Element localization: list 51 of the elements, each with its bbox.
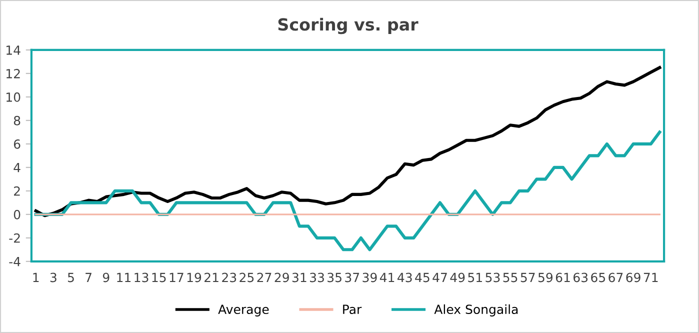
x-tick-label: 69 <box>626 272 640 282</box>
x-tick-label: 71 <box>644 272 658 282</box>
x-tick-label: 5 <box>68 272 74 282</box>
x-tick-label: 9 <box>102 272 110 282</box>
x-tick-label: 35 <box>328 272 342 282</box>
y-tick-label: -2 <box>9 233 20 243</box>
x-tick-label: 39 <box>362 272 377 282</box>
chart-title: Scoring vs. par <box>278 18 418 34</box>
y-tick-label: 2 <box>14 186 20 196</box>
y-tick-label: 0 <box>14 210 20 220</box>
y-tick-label: 14 <box>6 46 20 55</box>
legend-label: Par <box>343 304 362 314</box>
x-tick-label: 49 <box>450 272 465 282</box>
legend-label: Alex Songaila <box>434 304 518 316</box>
x-tick-label: 25 <box>240 272 254 282</box>
x-tick-label: 31 <box>292 272 306 282</box>
y-tick-label: 4 <box>14 163 20 172</box>
legend-label: Average <box>218 304 269 316</box>
y-tick-label: 10 <box>6 92 20 102</box>
x-tick-label: 23 <box>222 272 236 282</box>
x-tick-label: 43 <box>398 272 412 282</box>
x-tick-label: 57 <box>520 272 535 282</box>
x-tick-label: 33 <box>310 272 324 282</box>
x-tick-label: 27 <box>257 272 272 282</box>
x-tick-label: 51 <box>468 272 482 282</box>
line-series <box>34 66 662 218</box>
y-tick-label: 8 <box>14 116 20 126</box>
x-tick-label: 7 <box>86 272 92 282</box>
x-tick-label: 61 <box>556 272 570 282</box>
x-tick-label: 63 <box>574 272 588 282</box>
x-tick-label: 41 <box>380 272 394 282</box>
x-tick-label: 1 <box>33 272 39 282</box>
x-tick-label: 45 <box>415 272 430 282</box>
y-tick-label: 6 <box>14 139 20 149</box>
x-tick-label: 53 <box>486 272 500 282</box>
x-tick-label: 29 <box>274 272 289 282</box>
y-tick-label: -4 <box>9 257 20 266</box>
x-tick-label: 13 <box>134 272 148 282</box>
x-tick-label: 3 <box>50 272 56 282</box>
x-tick-label: 47 <box>432 272 447 282</box>
y-tick-label: 12 <box>6 68 20 78</box>
x-tick-label: 19 <box>187 272 202 282</box>
x-tick-label: 15 <box>152 272 166 282</box>
x-tick-label: 17 <box>170 272 184 282</box>
x-tick-label: 21 <box>204 272 218 282</box>
x-tick-label: 55 <box>503 272 518 282</box>
x-tick-label: 37 <box>345 272 360 282</box>
x-tick-label: 59 <box>538 272 553 282</box>
x-tick-label: 11 <box>117 272 131 282</box>
x-tick-label: 65 <box>591 272 606 282</box>
x-tick-label: 67 <box>608 272 623 282</box>
